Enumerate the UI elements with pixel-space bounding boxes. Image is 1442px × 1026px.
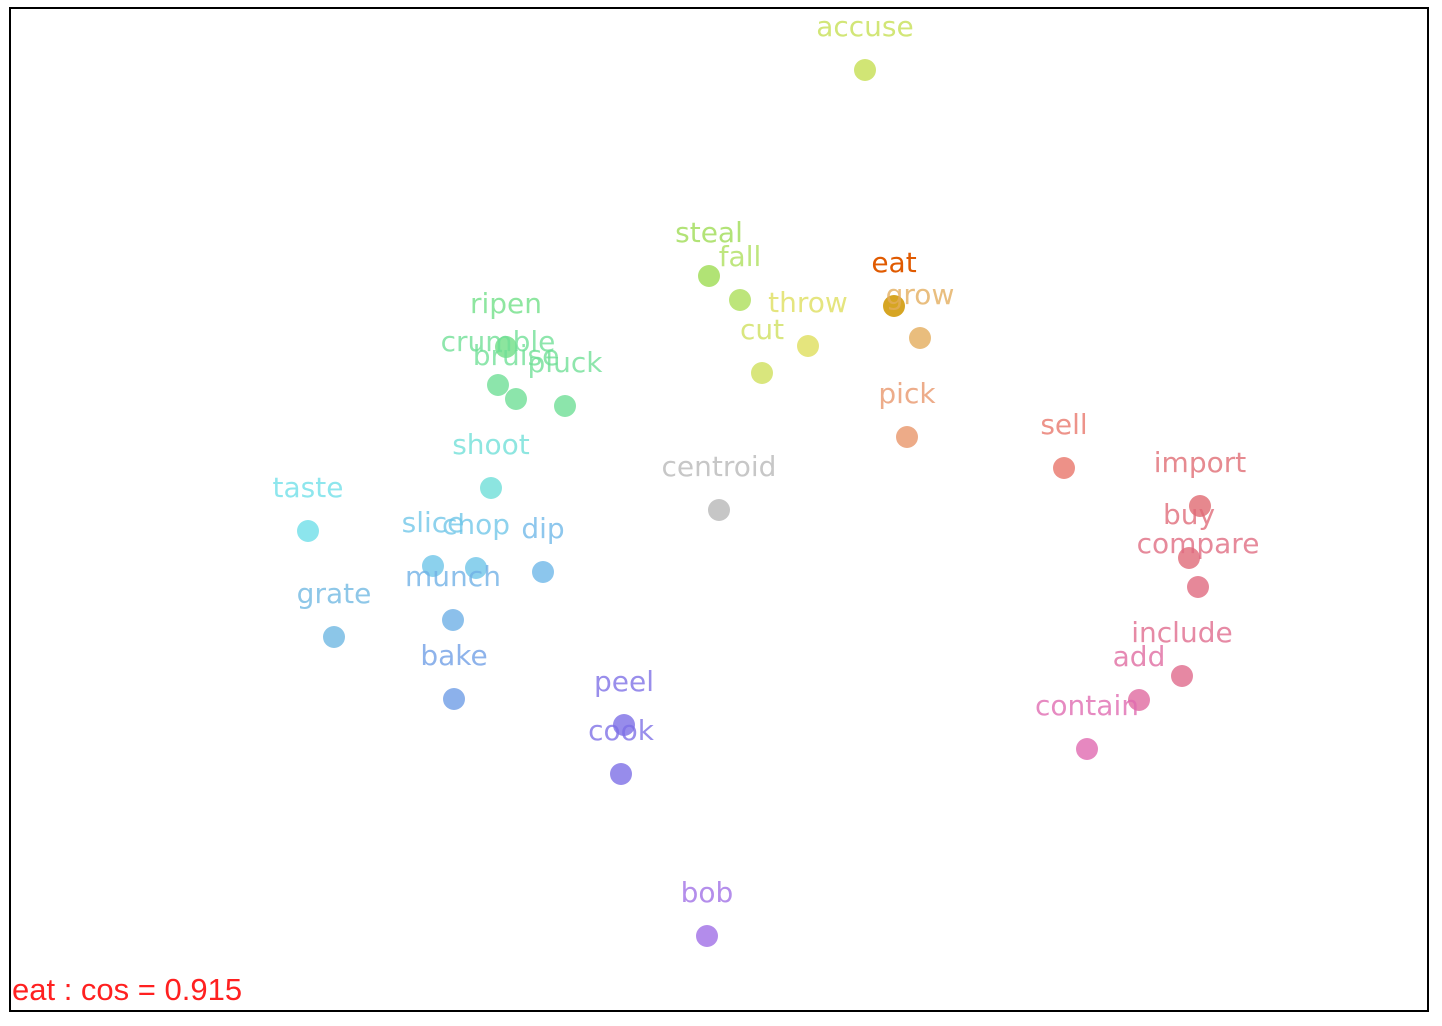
point-compare — [1187, 576, 1209, 598]
point-peel — [613, 714, 635, 736]
point-label-eat: eat — [871, 246, 916, 279]
point-label-centroid: centroid — [662, 450, 777, 483]
point-label-crumble: crumble — [441, 325, 556, 358]
point-bruise — [505, 388, 527, 410]
point-label-cook: cook — [588, 714, 655, 747]
point-label-munch: munch — [405, 560, 501, 593]
point-pick — [896, 426, 918, 448]
point-label-bob: bob — [681, 876, 734, 909]
point-label-include: include — [1131, 616, 1232, 649]
point-grate — [323, 626, 345, 648]
point-label-slice: slice — [402, 506, 465, 539]
point-label-throw: throw — [768, 286, 848, 319]
point-contain — [1076, 738, 1098, 760]
point-label-chop: chop — [442, 508, 510, 541]
point-bake — [443, 688, 465, 710]
point-label-ripen: ripen — [470, 287, 542, 320]
point-label-cut: cut — [740, 313, 784, 346]
point-label-bruise: bruise — [473, 339, 560, 372]
point-buy — [1178, 547, 1200, 569]
point-chop — [465, 557, 487, 579]
point-label-shoot: shoot — [452, 428, 530, 461]
point-label-taste: taste — [273, 471, 344, 504]
point-dip — [532, 561, 554, 583]
point-label-pluck: pluck — [528, 346, 604, 379]
point-cook — [610, 763, 632, 785]
point-label-compare: compare — [1137, 527, 1260, 560]
point-label-steal: steal — [675, 216, 743, 249]
point-eat — [883, 295, 905, 317]
point-label-peel: peel — [594, 665, 654, 698]
point-cut — [751, 362, 773, 384]
point-label-contain: contain — [1035, 689, 1139, 722]
point-label-sell: sell — [1040, 408, 1087, 441]
point-label-pick: pick — [878, 377, 936, 410]
point-taste — [297, 520, 319, 542]
point-munch — [442, 609, 464, 631]
point-label-add: add — [1113, 640, 1166, 673]
point-shoot — [480, 477, 502, 499]
point-import — [1189, 495, 1211, 517]
point-fall — [729, 289, 751, 311]
point-sell — [1053, 457, 1075, 479]
point-pluck — [554, 395, 576, 417]
point-accuse — [854, 59, 876, 81]
point-label-fall: fall — [719, 240, 762, 273]
point-crumble — [487, 374, 509, 396]
point-ripen — [495, 336, 517, 358]
point-label-grate: grate — [297, 577, 372, 610]
point-label-import: import — [1154, 446, 1246, 479]
point-add — [1128, 689, 1150, 711]
status-readout: eat : cos = 0.915 — [12, 972, 243, 1007]
point-grow — [909, 327, 931, 349]
point-label-bake: bake — [420, 639, 487, 672]
point-throw — [797, 335, 819, 357]
point-label-buy: buy — [1163, 498, 1215, 531]
point-centroid — [708, 499, 730, 521]
point-slice — [422, 555, 444, 577]
point-label-accuse: accuse — [816, 10, 914, 43]
point-steal — [698, 265, 720, 287]
point-include — [1171, 665, 1193, 687]
point-label-dip: dip — [521, 512, 564, 545]
point-bob — [696, 925, 718, 947]
point-label-grow: grow — [886, 278, 955, 311]
